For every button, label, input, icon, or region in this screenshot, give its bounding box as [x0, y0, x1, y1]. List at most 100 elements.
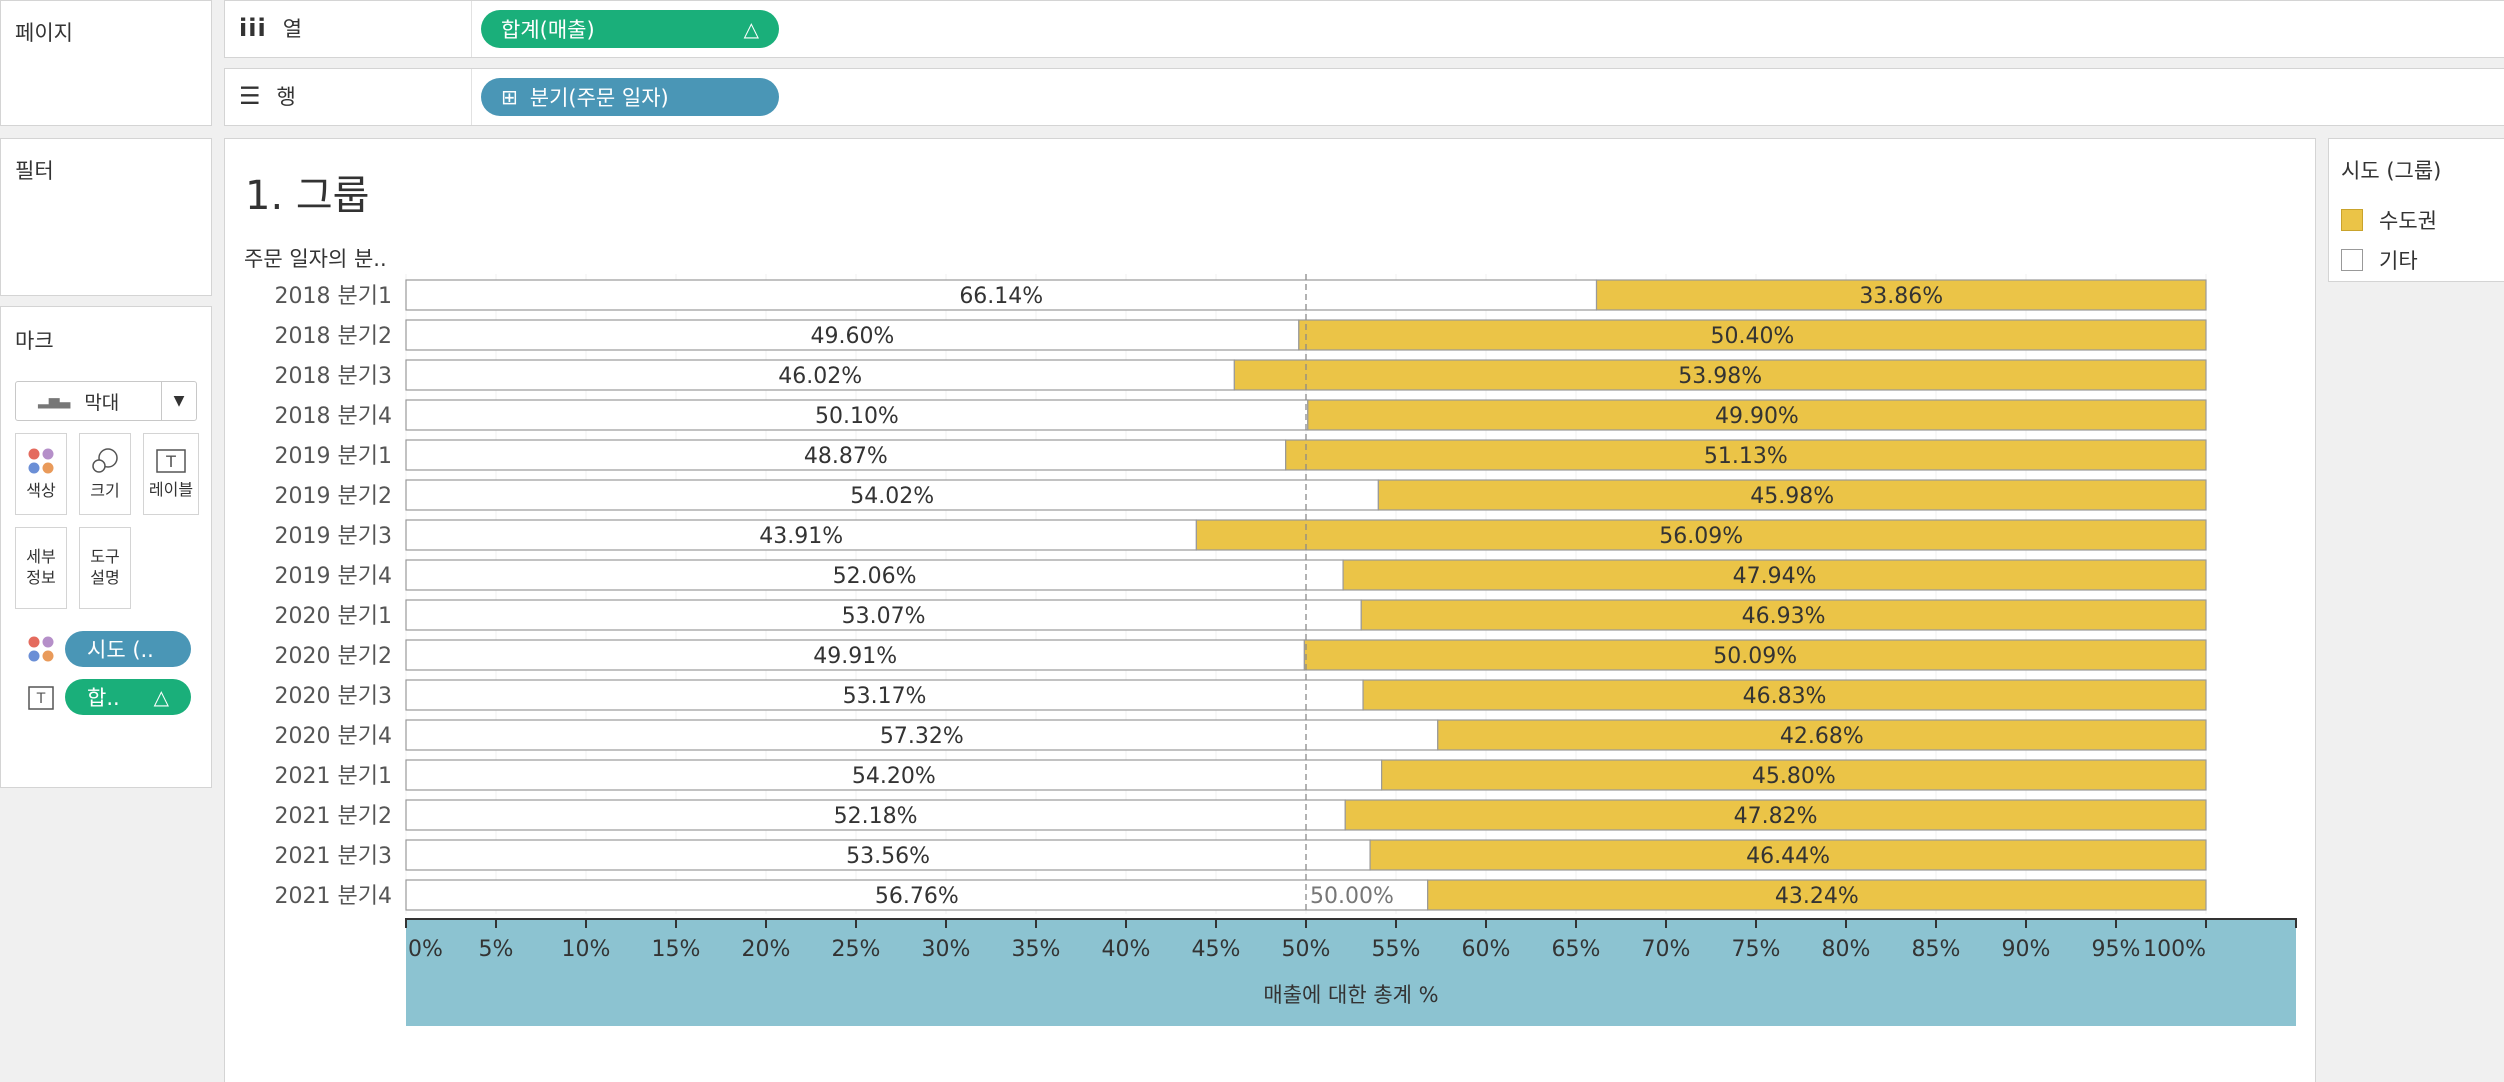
bar-capital	[1380, 759, 2207, 791]
data-label-other: 53.56%	[846, 844, 930, 869]
x-tick-label: 25%	[832, 937, 881, 962]
data-label-other: 43.91%	[759, 524, 843, 549]
svg-text:T: T	[36, 691, 46, 707]
x-tick-label: 55%	[1372, 937, 1421, 962]
bar-other	[405, 319, 1300, 351]
bar-other	[405, 439, 1287, 471]
bar-capital	[1362, 679, 2207, 711]
data-label-capital: 33.86%	[1859, 284, 1943, 309]
size-button[interactable]: 크기	[79, 433, 131, 515]
x-axis-band	[406, 918, 2296, 1026]
legend-swatch-other	[2341, 249, 2363, 271]
bar-capital	[1369, 839, 2207, 871]
x-tick-label: 70%	[1642, 937, 1691, 962]
data-label-other: 48.87%	[804, 444, 888, 469]
data-label-other: 57.32%	[880, 724, 964, 749]
data-label-other: 49.60%	[810, 324, 894, 349]
data-label-capital: 46.44%	[1746, 844, 1830, 869]
data-label-other: 54.20%	[852, 764, 936, 789]
marks-pill-sum[interactable]: 합.. △	[65, 679, 191, 715]
x-tick-label: 90%	[2002, 937, 2051, 962]
data-label-other: 54.02%	[850, 484, 934, 509]
data-label-other: 46.02%	[778, 364, 862, 389]
rows-label: 행	[276, 85, 296, 109]
data-label-capital: 47.82%	[1734, 804, 1818, 829]
bar-capital	[1427, 879, 2207, 911]
detail-button[interactable]: 세부 정보	[15, 527, 67, 609]
bar-capital	[1344, 799, 2207, 831]
x-tick-label: 95%	[2092, 937, 2141, 962]
data-label-capital: 45.80%	[1752, 764, 1836, 789]
table-calc-delta-icon: △	[743, 17, 759, 41]
x-tick-label: 15%	[652, 937, 701, 962]
category-label: 2020 분기2	[275, 644, 392, 669]
category-label: 2018 분기1	[275, 284, 392, 309]
pages-shelf[interactable]: 페이지	[0, 0, 212, 126]
x-tick-label: 50%	[1282, 937, 1331, 962]
svg-text:T: T	[165, 452, 176, 471]
data-label-other: 56.76%	[875, 884, 959, 909]
x-axis-title: 매출에 대한 총계 %	[1263, 983, 1438, 1007]
chevron-down-icon[interactable]: ▼	[161, 382, 196, 420]
label-field-icon: T	[28, 686, 54, 710]
category-label: 2018 분기4	[275, 404, 392, 429]
data-label-capital: 51.13%	[1704, 444, 1788, 469]
filters-label: 필터	[15, 159, 54, 183]
bar-capital	[1437, 719, 2207, 751]
data-label-capital: 46.93%	[1742, 604, 1826, 629]
bar-capital	[1307, 399, 2207, 431]
bar-other	[405, 799, 1346, 831]
color-legend: 시도 (그룹) 수도권 기타	[2328, 138, 2504, 282]
data-label-capital: 56.09%	[1659, 524, 1743, 549]
bar-other	[405, 839, 1371, 871]
data-label-capital: 50.40%	[1710, 324, 1794, 349]
filters-shelf[interactable]: 필터	[0, 138, 212, 296]
bar-other	[405, 359, 1235, 391]
legend-item-capital[interactable]: 수도권	[2341, 205, 2437, 235]
x-tick-label: 5%	[479, 937, 514, 962]
x-tick-label: 60%	[1462, 937, 1511, 962]
data-label-other: 49.91%	[813, 644, 897, 669]
x-tick-label: 35%	[1012, 937, 1061, 962]
data-label-capital: 43.24%	[1775, 884, 1859, 909]
category-label: 2018 분기2	[275, 324, 392, 349]
marks-pill-region-group[interactable]: 시도 (..	[65, 631, 191, 667]
size-circles-icon	[92, 447, 118, 473]
category-label: 2018 분기3	[275, 364, 392, 389]
columns-shelf[interactable]: iii 열 합계(매출) △	[224, 0, 2504, 58]
category-label: 2021 분기2	[275, 804, 392, 829]
x-tick-label: 30%	[922, 937, 971, 962]
rows-shelf[interactable]: ☰ 행 ⊞ 분기(주문 일자)	[224, 68, 2504, 126]
bar-capital	[1595, 279, 2207, 311]
mark-type-dropdown[interactable]: ▂▅▃ 막대 ▼	[15, 381, 197, 421]
color-button[interactable]: 색상	[15, 433, 67, 515]
bar-other	[405, 519, 1197, 551]
x-tick-label: 80%	[1822, 937, 1871, 962]
x-tick-label: 40%	[1102, 937, 1151, 962]
bar-capital	[1195, 519, 2207, 551]
data-label-other: 53.07%	[842, 604, 926, 629]
bar-capital	[1285, 439, 2207, 471]
rows-icon: ☰	[239, 82, 261, 110]
bar-other	[405, 279, 1598, 311]
legend-item-other[interactable]: 기타	[2341, 245, 2418, 275]
x-tick-label: 20%	[742, 937, 791, 962]
data-label-capital: 46.83%	[1743, 684, 1827, 709]
category-label: 2020 분기1	[275, 604, 392, 629]
table-calc-delta-icon: △	[153, 685, 169, 709]
x-tick-label: 85%	[1912, 937, 1961, 962]
bar-other	[405, 639, 1305, 671]
label-button[interactable]: T 레이블	[143, 433, 199, 515]
data-label-capital: 49.90%	[1715, 404, 1799, 429]
category-label: 2021 분기4	[275, 884, 392, 909]
x-tick-label: 65%	[1552, 937, 1601, 962]
columns-pill-sum-sales[interactable]: 합계(매출) △	[481, 10, 779, 48]
bar-other	[405, 679, 1364, 711]
bar-capital	[1303, 639, 2207, 671]
tooltip-button[interactable]: 도구 설명	[79, 527, 131, 609]
category-label: 2019 분기4	[275, 564, 392, 589]
rows-pill-quarter[interactable]: ⊞ 분기(주문 일자)	[481, 78, 779, 116]
x-tick-label: 10%	[562, 937, 611, 962]
columns-icon: iii	[239, 14, 267, 42]
x-tick-label: 0%	[408, 937, 443, 962]
